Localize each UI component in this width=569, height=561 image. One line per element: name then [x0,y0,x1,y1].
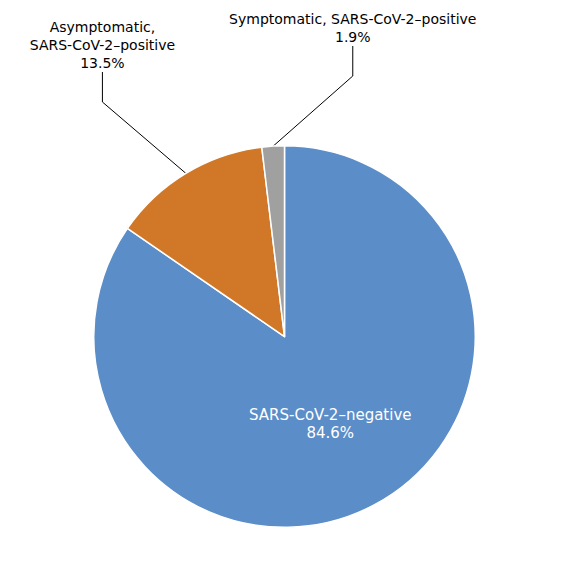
svg-text:Symptomatic, SARS-CoV-2–positi: Symptomatic, SARS-CoV-2–positive [229,11,476,27]
svg-text:1.9%: 1.9% [335,29,371,45]
svg-text:84.6%: 84.6% [306,424,354,442]
svg-text:Asymptomatic,: Asymptomatic, [50,19,155,35]
svg-text:13.5%: 13.5% [80,55,124,71]
svg-text:SARS-CoV-2–negative: SARS-CoV-2–negative [249,406,412,424]
svg-text:SARS-CoV-2–positive: SARS-CoV-2–positive [30,37,175,53]
